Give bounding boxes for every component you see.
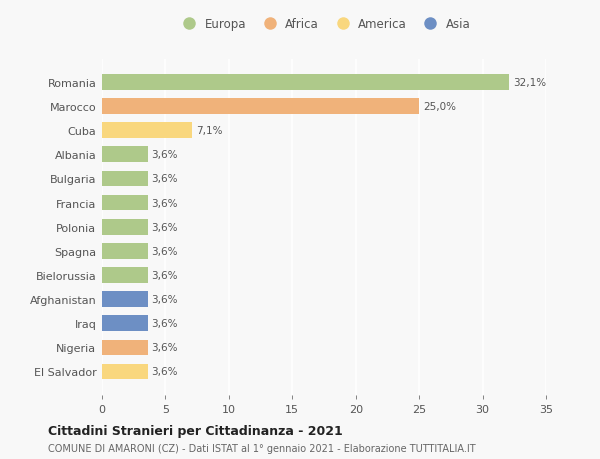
Text: 3,6%: 3,6% (151, 246, 178, 256)
Text: 3,6%: 3,6% (151, 295, 178, 304)
Text: 3,6%: 3,6% (151, 222, 178, 232)
Bar (102, 268, 148, 283)
Bar (102, 147, 148, 163)
Bar (102, 291, 148, 307)
Bar (102, 99, 419, 115)
Text: 3,6%: 3,6% (151, 198, 178, 208)
Bar (102, 123, 192, 139)
Legend: Europa, Africa, America, Asia: Europa, Africa, America, Asia (175, 15, 473, 33)
Text: COMUNE DI AMARONI (CZ) - Dati ISTAT al 1° gennaio 2021 - Elaborazione TUTTITALIA: COMUNE DI AMARONI (CZ) - Dati ISTAT al 1… (48, 443, 476, 453)
Bar (102, 364, 148, 380)
Text: 3,6%: 3,6% (151, 319, 178, 329)
Bar (102, 243, 148, 259)
Text: 7,1%: 7,1% (196, 126, 223, 136)
Text: 25,0%: 25,0% (423, 102, 456, 112)
Bar (102, 316, 148, 331)
Text: Cittadini Stranieri per Cittadinanza - 2021: Cittadini Stranieri per Cittadinanza - 2… (48, 424, 343, 437)
Bar (102, 219, 148, 235)
Text: 3,6%: 3,6% (151, 270, 178, 280)
Bar (102, 171, 148, 187)
Text: 3,6%: 3,6% (151, 150, 178, 160)
Bar (102, 75, 509, 90)
Text: 32,1%: 32,1% (513, 78, 546, 88)
Bar (102, 195, 148, 211)
Text: 3,6%: 3,6% (151, 174, 178, 184)
Text: 3,6%: 3,6% (151, 342, 178, 353)
Bar (102, 340, 148, 355)
Text: 3,6%: 3,6% (151, 367, 178, 377)
